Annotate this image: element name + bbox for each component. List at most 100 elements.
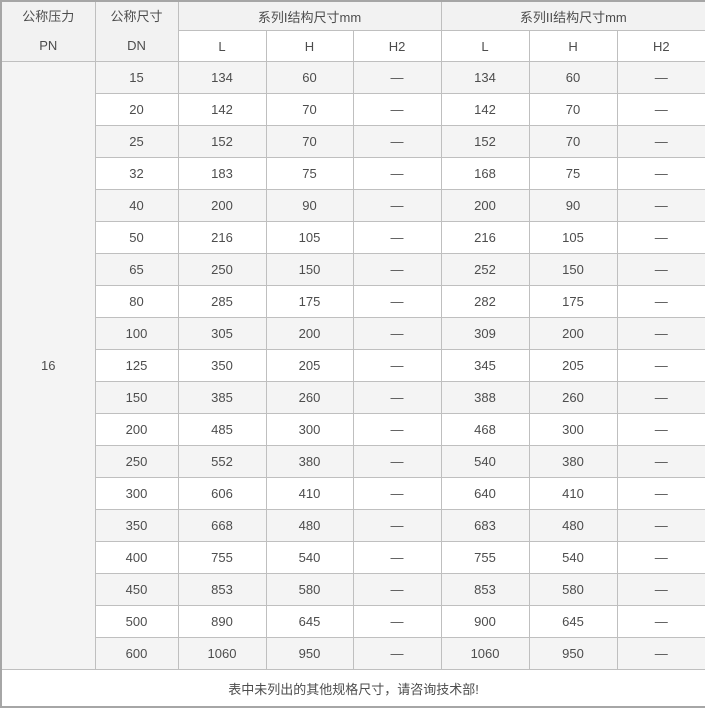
series1-h-cell: 70 xyxy=(265,93,354,126)
series1-h2-cell: — xyxy=(352,285,442,318)
series2-l-cell: 755 xyxy=(440,541,530,574)
footer-note: 表中未列出的其他规格尺寸，请咨询技术部! xyxy=(0,669,705,708)
series2-l-cell: 640 xyxy=(440,477,530,510)
series1-l-cell: 385 xyxy=(177,381,267,414)
series1-h2-cell: — xyxy=(352,189,442,222)
dn-cell: 400 xyxy=(94,541,179,574)
series2-l-cell: 142 xyxy=(440,93,530,126)
series1-l-cell: 250 xyxy=(177,253,267,286)
series2-l-cell: 309 xyxy=(440,317,530,350)
dn-cell: 65 xyxy=(94,253,179,286)
series2-h-cell: 70 xyxy=(528,93,618,126)
series2-h2-cell: — xyxy=(616,349,705,382)
series1-h-cell: 70 xyxy=(265,125,354,158)
dn-cell: 100 xyxy=(94,317,179,350)
series1-h-cell: 200 xyxy=(265,317,354,350)
series1-h2-cell: — xyxy=(352,125,442,158)
header-series1-cell: 系列I结构尺寸mm xyxy=(177,0,442,32)
series2-h-cell: 60 xyxy=(528,61,618,94)
header-row-main: 公称压力 PN 公称尺寸 DN 系列I结构尺寸mm 系列II结构尺寸mm xyxy=(0,0,705,62)
table-footer: 表中未列出的其他规格尺寸，请咨询技术部! xyxy=(0,669,705,708)
series2-h2-cell: — xyxy=(616,125,705,158)
subheader-series2-h2-cell: H2 xyxy=(616,30,705,62)
dn-cell: 250 xyxy=(94,445,179,478)
series2-h2-cell: — xyxy=(616,541,705,574)
series1-h2-cell: — xyxy=(352,317,442,350)
subheader-series2-l-cell: L xyxy=(440,30,530,62)
series1-l-cell: 485 xyxy=(177,413,267,446)
series2-h2-cell: — xyxy=(616,509,705,542)
series2-h2-cell: — xyxy=(616,573,705,606)
series2-h-cell: 205 xyxy=(528,349,618,382)
series2-l-cell: 252 xyxy=(440,253,530,286)
dn-cell: 350 xyxy=(94,509,179,542)
table-row: 25 152 70—152 70— xyxy=(1,125,705,158)
header-size-title: 公称尺寸 xyxy=(110,9,163,24)
dn-cell: 500 xyxy=(94,605,179,638)
subheader-series1-h2-cell: H2 xyxy=(352,30,442,62)
series2-h-cell: 580 xyxy=(528,573,618,606)
table-row: 80 285 175—282 175— xyxy=(1,285,705,318)
series2-h-cell: 300 xyxy=(528,413,618,446)
series2-h2-cell: — xyxy=(616,637,705,670)
series2-h-cell: 645 xyxy=(528,605,618,638)
series2-h-cell: 90 xyxy=(528,189,618,222)
series1-h-cell: 300 xyxy=(265,413,354,446)
series2-h2-cell: — xyxy=(616,381,705,414)
series1-h2-cell: — xyxy=(352,61,442,94)
series1-l-cell: 668 xyxy=(177,509,267,542)
series2-l-cell: 388 xyxy=(440,381,530,414)
series2-l-cell: 468 xyxy=(440,413,530,446)
table-row: 450 853 580—853 580— xyxy=(1,573,705,606)
series2-h2-cell: — xyxy=(616,445,705,478)
header-series2-cell: 系列II结构尺寸mm xyxy=(440,0,705,32)
header-pressure-title: 公称压力 xyxy=(22,9,75,24)
series1-h-cell: 60 xyxy=(265,61,354,94)
table-row: 50 216 105—216 105— xyxy=(1,221,705,254)
table-row: 40 200 90—200 90— xyxy=(1,189,705,222)
table-row: 600 1060 950—1060 950— xyxy=(1,637,705,670)
series1-l-cell: 606 xyxy=(177,477,267,510)
series1-h2-cell: — xyxy=(352,605,442,638)
series2-l-cell: 345 xyxy=(440,349,530,382)
header-pressure-cell: 公称压力 PN xyxy=(0,0,96,62)
series2-l-cell: 168 xyxy=(440,157,530,190)
series1-l-cell: 152 xyxy=(177,125,267,158)
series1-h-cell: 105 xyxy=(265,221,354,254)
table-row: 400 755 540—755 540— xyxy=(1,541,705,574)
series2-l-cell: 683 xyxy=(440,509,530,542)
dn-cell: 50 xyxy=(94,221,179,254)
subheader-series1-l-cell: L xyxy=(177,30,267,62)
series1-h-cell: 380 xyxy=(265,445,354,478)
dn-cell: 125 xyxy=(94,349,179,382)
series1-h2-cell: — xyxy=(352,445,442,478)
dn-cell: 32 xyxy=(94,157,179,190)
series2-l-cell: 1060 xyxy=(440,637,530,670)
series1-l-cell: 890 xyxy=(177,605,267,638)
series2-l-cell: 134 xyxy=(440,61,530,94)
dn-cell: 80 xyxy=(94,285,179,318)
dn-cell: 200 xyxy=(94,413,179,446)
series1-l-cell: 305 xyxy=(177,317,267,350)
series2-h-cell: 105 xyxy=(528,221,618,254)
header-row-sub: L H H2 L H H2 xyxy=(1,30,705,62)
series1-l-cell: 853 xyxy=(177,573,267,606)
series1-h-cell: 950 xyxy=(265,637,354,670)
table-row: 300 606 410—640 410— xyxy=(1,477,705,510)
pn-value-cell: 16 xyxy=(0,61,96,670)
series2-h2-cell: — xyxy=(616,317,705,350)
series1-h-cell: 410 xyxy=(265,477,354,510)
series1-h-cell: 150 xyxy=(265,253,354,286)
table-row: 20 142 70—142 70— xyxy=(1,93,705,126)
series1-h2-cell: — xyxy=(352,221,442,254)
subheader-series2-h-cell: H xyxy=(528,30,618,62)
dn-cell: 15 xyxy=(94,61,179,94)
series2-h2-cell: — xyxy=(616,253,705,286)
dn-cell: 600 xyxy=(94,637,179,670)
series2-l-cell: 200 xyxy=(440,189,530,222)
series1-h-cell: 540 xyxy=(265,541,354,574)
series2-h-cell: 540 xyxy=(528,541,618,574)
dn-cell: 25 xyxy=(94,125,179,158)
series2-h-cell: 75 xyxy=(528,157,618,190)
